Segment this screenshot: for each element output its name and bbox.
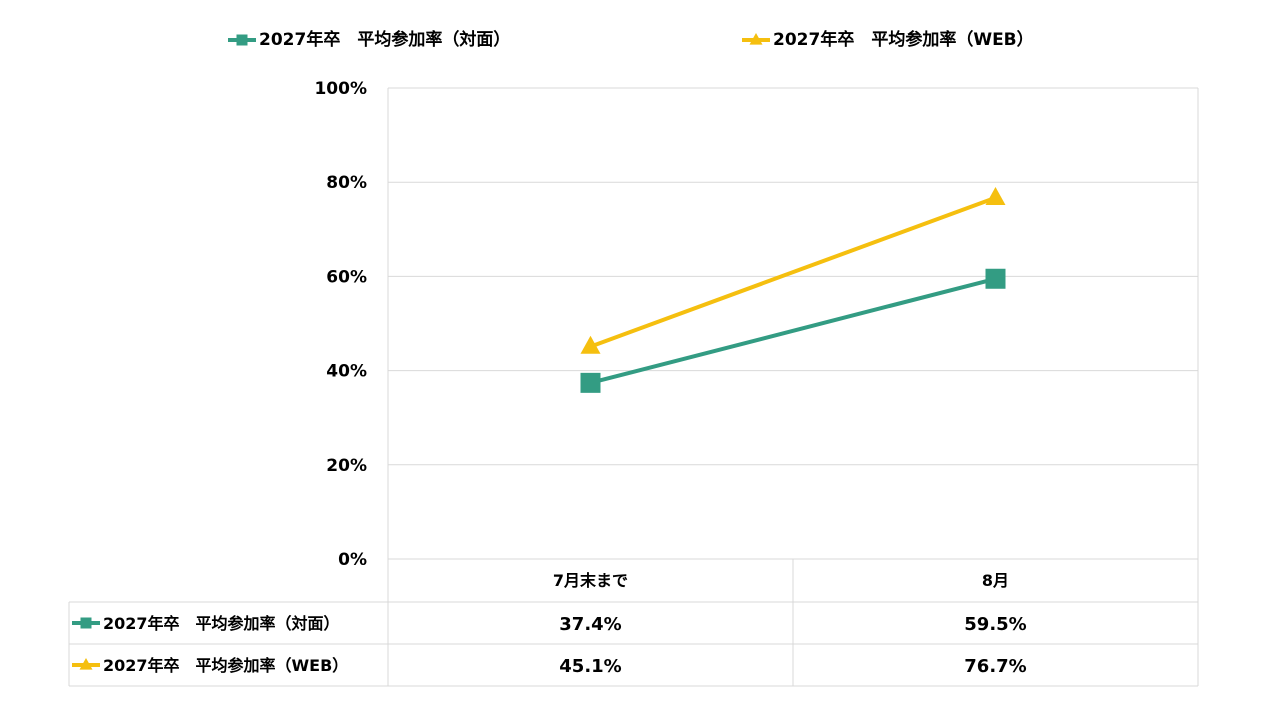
- data-point: [580, 335, 601, 354]
- legend-label: 2027年卒 平均参加率（対面）: [259, 29, 510, 50]
- category-label: 7月末まで: [553, 571, 628, 590]
- y-tick-label: 0%: [338, 550, 367, 570]
- series-line: [589, 195, 997, 349]
- table-value: 37.4%: [559, 614, 621, 635]
- data-point: [580, 372, 601, 393]
- legend-marker: [236, 34, 248, 46]
- table-value: 76.7%: [964, 656, 1026, 677]
- legend-label: 2027年卒 平均参加率（WEB）: [773, 29, 1034, 50]
- series-line: [590, 276, 996, 385]
- data-point: [985, 186, 1006, 205]
- legend-marker: [749, 32, 763, 45]
- y-tick-label: 80%: [326, 173, 367, 193]
- table-legend-marker: [80, 617, 92, 629]
- category-label: 8月: [982, 571, 1009, 590]
- table-value: 45.1%: [559, 656, 621, 677]
- y-tick-label: 100%: [314, 79, 367, 99]
- table-legend-marker: [79, 657, 93, 670]
- y-tick-label: 20%: [326, 456, 367, 476]
- y-tick-label: 60%: [326, 267, 367, 287]
- table-row-label: 2027年卒 平均参加率（WEB）: [103, 656, 348, 675]
- y-tick-label: 40%: [326, 362, 367, 382]
- data-point: [985, 268, 1006, 289]
- table-value: 59.5%: [964, 614, 1026, 635]
- table-row-label: 2027年卒 平均参加率（対面）: [103, 614, 340, 633]
